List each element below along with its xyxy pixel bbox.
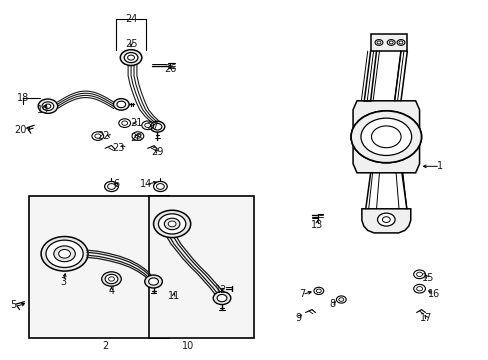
Circle shape bbox=[156, 184, 164, 189]
Text: 1: 1 bbox=[436, 161, 442, 171]
Circle shape bbox=[113, 99, 129, 110]
Circle shape bbox=[398, 41, 402, 44]
Circle shape bbox=[135, 134, 141, 138]
Circle shape bbox=[45, 104, 51, 108]
Text: 9: 9 bbox=[295, 312, 301, 323]
Text: 22: 22 bbox=[97, 131, 110, 141]
Circle shape bbox=[413, 270, 425, 279]
Circle shape bbox=[316, 289, 321, 293]
Text: 6: 6 bbox=[113, 179, 119, 189]
Text: 7: 7 bbox=[299, 289, 305, 300]
Text: 10: 10 bbox=[182, 341, 194, 351]
Circle shape bbox=[150, 121, 164, 132]
Circle shape bbox=[46, 240, 83, 267]
Bar bbox=[29, 196, 168, 338]
Circle shape bbox=[416, 272, 422, 276]
Circle shape bbox=[377, 213, 394, 226]
Text: 27: 27 bbox=[146, 122, 159, 132]
Circle shape bbox=[107, 184, 115, 189]
Circle shape bbox=[92, 132, 103, 140]
Circle shape bbox=[350, 111, 421, 163]
Circle shape bbox=[336, 296, 346, 303]
Circle shape bbox=[416, 287, 422, 291]
Text: 11: 11 bbox=[167, 291, 180, 301]
Circle shape bbox=[371, 126, 400, 148]
Circle shape bbox=[217, 294, 226, 302]
Text: 8: 8 bbox=[329, 299, 335, 309]
Circle shape bbox=[41, 237, 88, 271]
Circle shape bbox=[95, 134, 101, 138]
Circle shape bbox=[124, 53, 138, 63]
Circle shape bbox=[153, 210, 190, 238]
Polygon shape bbox=[370, 34, 407, 51]
Text: 19: 19 bbox=[37, 105, 49, 115]
Circle shape bbox=[59, 249, 70, 258]
Circle shape bbox=[153, 123, 162, 130]
Polygon shape bbox=[361, 209, 410, 233]
Circle shape bbox=[142, 121, 153, 130]
Circle shape bbox=[108, 277, 114, 281]
Circle shape bbox=[144, 123, 150, 127]
Circle shape bbox=[148, 278, 158, 285]
Circle shape bbox=[144, 275, 162, 288]
Circle shape bbox=[104, 181, 118, 192]
Text: 16: 16 bbox=[427, 289, 440, 300]
Circle shape bbox=[382, 217, 389, 222]
Text: 12: 12 bbox=[214, 285, 227, 295]
Text: 28: 28 bbox=[129, 132, 142, 143]
Circle shape bbox=[127, 55, 134, 60]
Circle shape bbox=[153, 181, 167, 192]
Circle shape bbox=[105, 274, 118, 284]
Circle shape bbox=[370, 125, 401, 148]
Circle shape bbox=[122, 121, 127, 125]
Circle shape bbox=[413, 284, 425, 293]
Circle shape bbox=[379, 132, 392, 142]
Circle shape bbox=[388, 41, 392, 44]
Circle shape bbox=[213, 292, 230, 305]
Text: 17: 17 bbox=[419, 312, 432, 323]
Text: 20: 20 bbox=[14, 125, 27, 135]
Text: 14: 14 bbox=[139, 179, 152, 189]
Circle shape bbox=[376, 41, 380, 44]
Text: 29: 29 bbox=[151, 147, 163, 157]
Circle shape bbox=[396, 40, 404, 45]
Circle shape bbox=[54, 246, 75, 262]
Text: 5: 5 bbox=[11, 300, 17, 310]
Circle shape bbox=[38, 99, 58, 113]
Text: 26: 26 bbox=[163, 64, 176, 74]
Text: 13: 13 bbox=[310, 220, 323, 230]
Circle shape bbox=[338, 298, 343, 301]
Text: 15: 15 bbox=[421, 273, 433, 283]
Circle shape bbox=[158, 214, 185, 234]
Circle shape bbox=[350, 111, 421, 163]
Circle shape bbox=[374, 40, 382, 45]
Polygon shape bbox=[352, 101, 419, 173]
Circle shape bbox=[102, 272, 121, 286]
Text: 4: 4 bbox=[108, 286, 114, 296]
Bar bbox=[149, 196, 254, 338]
Circle shape bbox=[132, 132, 143, 140]
Circle shape bbox=[117, 101, 125, 108]
Text: 23: 23 bbox=[112, 143, 124, 153]
Text: 2: 2 bbox=[102, 341, 108, 351]
Text: 24: 24 bbox=[124, 14, 137, 24]
Text: 18: 18 bbox=[17, 93, 30, 103]
Circle shape bbox=[168, 221, 176, 227]
Text: 3: 3 bbox=[61, 276, 66, 287]
Circle shape bbox=[313, 287, 323, 294]
Circle shape bbox=[42, 102, 54, 111]
Circle shape bbox=[386, 40, 394, 45]
Text: 25: 25 bbox=[124, 39, 137, 49]
Circle shape bbox=[359, 117, 412, 156]
Circle shape bbox=[164, 218, 180, 230]
Circle shape bbox=[360, 118, 411, 156]
Text: 21: 21 bbox=[129, 118, 142, 128]
Circle shape bbox=[120, 50, 142, 66]
Circle shape bbox=[119, 119, 130, 127]
